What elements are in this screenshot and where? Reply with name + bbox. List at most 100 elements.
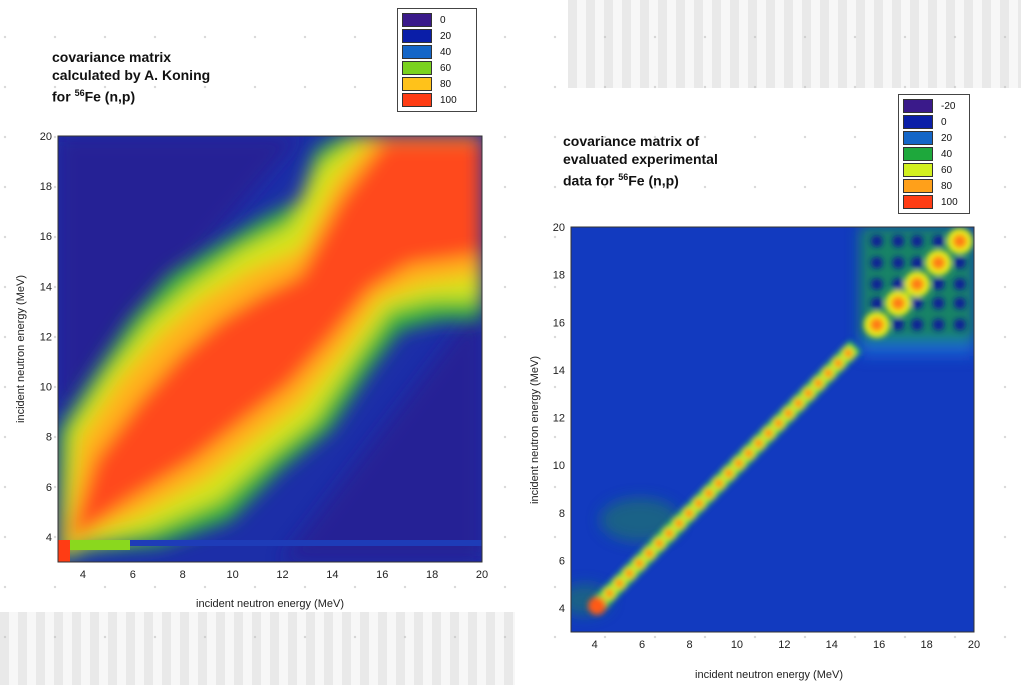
legend-label: 80 — [440, 78, 452, 90]
chart-title-koning: covariance matrix calculated by A. Koning… — [52, 48, 210, 106]
legend-swatch — [402, 45, 432, 59]
diagonal-peak-core — [615, 579, 623, 587]
heatmap-koning — [58, 136, 482, 562]
legend-item: 20 — [903, 130, 965, 146]
diagonal-peak-core — [745, 449, 753, 457]
title-line3-suffix: Fe (n,p) — [84, 88, 136, 105]
block-offdiag — [870, 278, 883, 291]
high-energy-block — [863, 228, 973, 338]
legend-item: -20 — [903, 98, 965, 114]
legend-item: 100 — [402, 92, 472, 108]
x-tick-label: 20 — [968, 639, 980, 651]
block-offdiag — [870, 235, 883, 248]
plot-experimental-svg: 4 4 6 6 8 8 10 10 12 12 14 14 16 16 18 18 20 20 incident … — [529, 222, 980, 681]
y-tick-label: 18 — [40, 181, 52, 193]
legend-swatch — [903, 131, 933, 145]
y-tick-label: 10 — [40, 382, 52, 394]
block-offdiag — [911, 235, 924, 248]
y-tick-label: 12 — [553, 413, 565, 425]
x-tick-label: 16 — [873, 639, 885, 651]
diagonal-peak-core — [655, 539, 663, 547]
x-tick-label: 8 — [180, 569, 186, 581]
block-peak-core — [869, 317, 884, 332]
title-line3-suffix: Fe (n,p) — [628, 172, 679, 189]
legend-label: 40 — [941, 148, 953, 160]
x-tick-label: 6 — [130, 569, 136, 581]
block-offdiag — [892, 256, 905, 269]
x-tick-label: 12 — [778, 639, 790, 651]
diagonal-peak-core — [805, 389, 813, 397]
diagonal-peak-core — [605, 589, 613, 597]
y-tick-label: 20 — [40, 131, 52, 143]
block-offdiag — [932, 235, 945, 248]
legend-swatch — [903, 115, 933, 129]
legend-koning: 0 20 40 60 80 100 — [397, 8, 477, 112]
heatmap-experimental — [571, 227, 974, 632]
title-line1: covariance matrix of — [563, 133, 700, 149]
title-isotope-mass: 56 — [74, 88, 85, 98]
axis-ticks-koning: 4 4 6 6 8 8 10 10 12 12 14 14 16 16 18 18 20 20 — [40, 131, 488, 581]
x-tick-label: 4 — [80, 569, 86, 581]
plot-koning: 4 4 6 6 8 8 10 10 12 12 14 14 16 16 18 18 20 20 incident … — [0, 0, 500, 620]
diagonal-peak-start — [588, 596, 607, 615]
x-tick-label: 10 — [226, 569, 238, 581]
title-line1: covariance matrix — [52, 49, 172, 65]
x-axis-label: incident neutron energy (MeV) — [695, 669, 843, 681]
diagonal-peak-core — [785, 409, 793, 417]
diagonal-peak-core — [795, 399, 803, 407]
y-tick-label: 4 — [559, 603, 565, 615]
block-offdiag — [932, 318, 945, 331]
legend-swatch — [402, 93, 432, 107]
legend-swatch — [903, 163, 933, 177]
y-tick-label: 16 — [40, 231, 52, 243]
legend-item: 80 — [402, 76, 472, 92]
legend-swatch — [402, 13, 432, 27]
legend-item: 80 — [903, 178, 965, 194]
plot-koning-svg: 4 4 6 6 8 8 10 10 12 12 14 14 16 16 18 18 20 20 incident … — [15, 131, 488, 610]
diagonal-peak-core — [665, 529, 673, 537]
block-offdiag — [953, 256, 966, 269]
diagonal-peak-core — [775, 419, 783, 427]
block-offdiag — [870, 297, 883, 310]
y-tick-label: 12 — [40, 331, 52, 343]
block-offdiag — [892, 278, 905, 291]
legend-label: 0 — [440, 14, 446, 26]
y-tick-label: 18 — [553, 270, 565, 282]
legend-item: 0 — [903, 114, 965, 130]
block-peak-core — [891, 296, 906, 311]
plot-experimental: 4 4 6 6 8 8 10 10 12 12 14 14 16 16 18 18 20 20 incident … — [515, 200, 1021, 685]
legend-label: 60 — [941, 164, 953, 176]
diagonal-peak-core — [834, 359, 842, 367]
legend-label: -20 — [941, 100, 956, 112]
legend-swatch — [402, 29, 432, 43]
block-offdiag — [953, 278, 966, 291]
legend-item: 0 — [402, 12, 472, 28]
y-tick-label: 16 — [553, 317, 565, 329]
diagonal-peak-core — [844, 349, 852, 357]
x-tick-label: 18 — [920, 639, 932, 651]
legend-swatch — [903, 99, 933, 113]
legend-swatch — [402, 77, 432, 91]
legend-swatch — [903, 147, 933, 161]
diagonal-peak-core — [715, 479, 723, 487]
x-tick-label: 10 — [731, 639, 743, 651]
diagonal-peak-core — [705, 489, 713, 497]
title-isotope-mass: 56 — [618, 172, 629, 182]
diagonal-peak-core — [675, 519, 683, 527]
legend-swatch — [903, 179, 933, 193]
diagonal-peak-core — [814, 379, 822, 387]
y-tick-label: 8 — [559, 508, 565, 520]
x-tick-label: 12 — [276, 569, 288, 581]
y-tick-label: 6 — [559, 556, 565, 568]
y-tick-label: 10 — [553, 460, 565, 472]
y-tick-label: 6 — [46, 482, 52, 494]
diagonal-peak-core — [755, 439, 763, 447]
diagonal-peak-core — [824, 369, 832, 377]
diagonal-peak-core — [685, 509, 693, 517]
y-tick-label: 8 — [46, 432, 52, 444]
block-peak-core — [910, 277, 925, 292]
title-line2: calculated by A. Koning — [52, 67, 211, 83]
y-axis-label: incident neutron energy (MeV) — [529, 356, 541, 504]
x-tick-label: 14 — [826, 639, 838, 651]
diagonal-peak-core — [635, 559, 643, 567]
